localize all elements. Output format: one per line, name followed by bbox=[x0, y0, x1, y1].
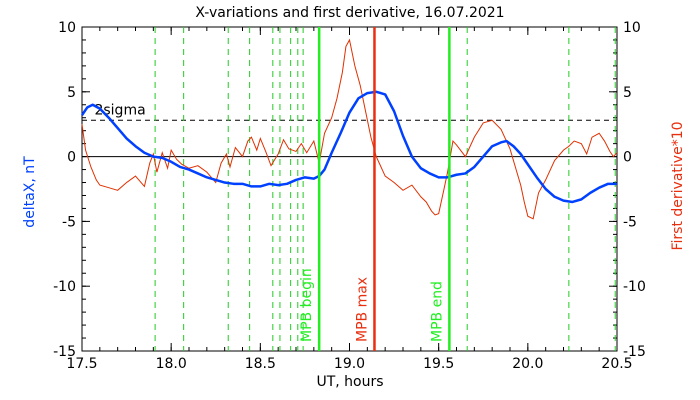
y-left-tick-label: 0 bbox=[67, 150, 76, 166]
event-label: MPB end bbox=[429, 281, 445, 342]
y-right-tick-label: -15 bbox=[623, 344, 646, 360]
y-right-tick-label: -10 bbox=[623, 279, 646, 295]
y-left-tick-label: -15 bbox=[53, 344, 76, 360]
event-label: MPB max bbox=[354, 277, 370, 342]
two-sigma-label: 2sigma bbox=[94, 102, 145, 118]
y-right-tick-label: -5 bbox=[623, 214, 637, 230]
x-tick-label: 17.5 bbox=[66, 356, 97, 372]
x-tick-label: 19.0 bbox=[334, 356, 365, 372]
plot-area: 17.5 18.0 18.5 19.0 19.5 20.0 20.5-15-10-50510… bbox=[53, 20, 646, 372]
x-tick-label: 19.5 bbox=[423, 356, 454, 372]
event-label: MPB begin bbox=[299, 268, 315, 342]
y-left-tick-label: 10 bbox=[58, 20, 76, 36]
x-axis-label: UT, hours bbox=[316, 374, 383, 390]
y-axis-left-label: deltaX, nT bbox=[22, 156, 38, 228]
y-axis-right-label: First derivative*10 bbox=[670, 121, 686, 250]
x-tick-label: 20.0 bbox=[512, 356, 543, 372]
derivative-line bbox=[81, 38, 618, 220]
x-tick-label: 18.0 bbox=[156, 356, 187, 372]
y-right-tick-label: 10 bbox=[623, 20, 641, 36]
y-left-tick-label: -5 bbox=[62, 214, 76, 230]
y-right-tick-label: 5 bbox=[623, 85, 632, 101]
y-right-tick-label: 0 bbox=[623, 150, 632, 166]
y-left-tick-label: -10 bbox=[53, 279, 76, 295]
chart-title: X-variations and first derivative, 16.07… bbox=[195, 5, 504, 21]
x-tick-label: 20.5 bbox=[601, 356, 632, 372]
y-left-tick-label: 5 bbox=[67, 85, 76, 101]
x-tick-label: 18.5 bbox=[245, 356, 276, 372]
plot-frame bbox=[81, 26, 618, 352]
deltax-line bbox=[80, 90, 617, 204]
